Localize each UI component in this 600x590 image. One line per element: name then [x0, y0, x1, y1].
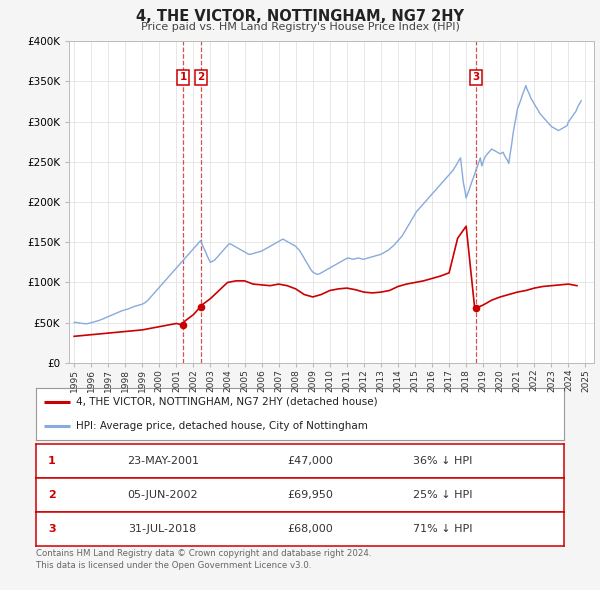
Text: 2004: 2004 [223, 369, 232, 392]
Text: 1: 1 [179, 73, 187, 83]
Text: 71% ↓ HPI: 71% ↓ HPI [413, 525, 472, 534]
Text: 2023: 2023 [547, 369, 556, 392]
Text: 2022: 2022 [530, 369, 539, 391]
Text: 2: 2 [197, 73, 204, 83]
Text: 1999: 1999 [138, 369, 147, 392]
Text: 2019: 2019 [479, 369, 488, 392]
Text: 2012: 2012 [359, 369, 368, 392]
Text: 2024: 2024 [564, 369, 573, 391]
Text: 31-JUL-2018: 31-JUL-2018 [128, 525, 197, 534]
Text: HPI: Average price, detached house, City of Nottingham: HPI: Average price, detached house, City… [76, 421, 367, 431]
Text: 2018: 2018 [461, 369, 470, 392]
Text: 23-MAY-2001: 23-MAY-2001 [127, 456, 199, 466]
Text: 2001: 2001 [172, 369, 181, 392]
Text: 1996: 1996 [86, 369, 95, 392]
Text: 1997: 1997 [104, 369, 113, 392]
Text: 36% ↓ HPI: 36% ↓ HPI [413, 456, 472, 466]
Text: £68,000: £68,000 [287, 525, 334, 534]
Text: 2000: 2000 [155, 369, 164, 392]
Text: 2011: 2011 [343, 369, 352, 392]
Text: 2003: 2003 [206, 369, 215, 392]
Text: Price paid vs. HM Land Registry's House Price Index (HPI): Price paid vs. HM Land Registry's House … [140, 22, 460, 32]
Text: 25% ↓ HPI: 25% ↓ HPI [413, 490, 472, 500]
Text: 05-JUN-2002: 05-JUN-2002 [127, 490, 198, 500]
Text: 2020: 2020 [496, 369, 505, 392]
Text: 2005: 2005 [240, 369, 249, 392]
Text: 2016: 2016 [428, 369, 437, 392]
Text: 2013: 2013 [376, 369, 385, 392]
Text: 2008: 2008 [291, 369, 300, 392]
Text: 2015: 2015 [410, 369, 419, 392]
Text: £47,000: £47,000 [287, 456, 334, 466]
Text: 1: 1 [48, 456, 56, 466]
Text: 2021: 2021 [513, 369, 522, 392]
Text: 2009: 2009 [308, 369, 317, 392]
Text: 2007: 2007 [274, 369, 283, 392]
Text: 2014: 2014 [394, 369, 403, 392]
Text: 1995: 1995 [70, 369, 79, 392]
Text: 2006: 2006 [257, 369, 266, 392]
Text: 3: 3 [472, 73, 479, 83]
Text: 2025: 2025 [581, 369, 590, 392]
Text: 4, THE VICTOR, NOTTINGHAM, NG7 2HY: 4, THE VICTOR, NOTTINGHAM, NG7 2HY [136, 9, 464, 24]
Text: 2002: 2002 [189, 369, 198, 392]
Text: 3: 3 [48, 525, 56, 534]
Text: 1998: 1998 [121, 369, 130, 392]
Text: £69,950: £69,950 [287, 490, 334, 500]
Text: 2017: 2017 [445, 369, 454, 392]
Text: 4, THE VICTOR, NOTTINGHAM, NG7 2HY (detached house): 4, THE VICTOR, NOTTINGHAM, NG7 2HY (deta… [76, 396, 377, 407]
Text: 2010: 2010 [325, 369, 334, 392]
Text: Contains HM Land Registry data © Crown copyright and database right 2024.
This d: Contains HM Land Registry data © Crown c… [36, 549, 371, 570]
Text: 2: 2 [48, 490, 56, 500]
